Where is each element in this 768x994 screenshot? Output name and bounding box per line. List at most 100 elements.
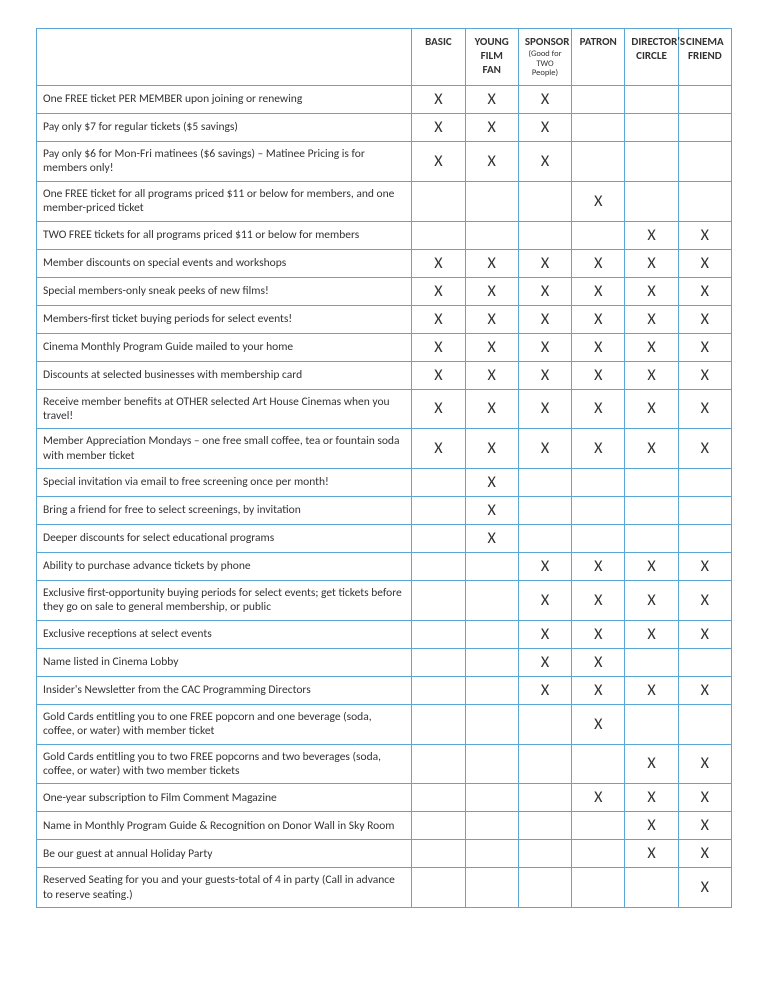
mark-cell: X [678,812,731,840]
mark-cell [625,525,678,553]
membership-benefits-table: BASIC YOUNG FILM FAN SPONSOR (Good for T… [36,28,732,908]
benefit-cell: One FREE ticket for all programs priced … [37,181,412,221]
table-row: Gold Cards entitling you to two FREE pop… [37,744,732,784]
mark-cell [412,181,465,221]
mark-cell: X [625,221,678,249]
mark-cell [625,704,678,744]
mark-cell [465,868,518,908]
benefit-cell: Receive member benefits at OTHER selecte… [37,389,412,429]
mark-cell: X [572,333,625,361]
tier-label: YOUNG FILM FAN [475,35,509,76]
mark-cell [465,648,518,676]
mark-cell: X [625,553,678,581]
mark-cell [518,221,571,249]
benefit-cell: Pay only $6 for Mon-Fri matinees ($6 sav… [37,142,412,182]
table-row: Pay only $7 for regular tickets ($5 savi… [37,114,732,142]
mark-cell [412,648,465,676]
mark-cell: X [625,277,678,305]
mark-cell: X [625,333,678,361]
mark-cell: X [625,389,678,429]
mark-cell: X [678,553,731,581]
mark-cell: X [518,648,571,676]
mark-cell [678,181,731,221]
mark-cell: X [572,620,625,648]
mark-cell: X [518,305,571,333]
benefit-cell: Cinema Monthly Program Guide mailed to y… [37,333,412,361]
mark-cell: X [412,86,465,114]
tier-label: BASIC [425,35,452,48]
table-row: Gold Cards entitling you to one FREE pop… [37,704,732,744]
mark-cell [572,497,625,525]
mark-cell: X [465,497,518,525]
mark-cell: X [625,361,678,389]
benefit-cell: Insider's Newsletter from the CAC Progra… [37,676,412,704]
mark-cell [572,525,625,553]
mark-cell [465,840,518,868]
mark-cell [572,142,625,182]
mark-cell: X [625,581,678,621]
mark-cell [465,704,518,744]
mark-cell [412,525,465,553]
mark-cell: X [518,277,571,305]
table-body: One FREE ticket PER MEMBER upon joining … [37,86,732,908]
mark-cell [625,469,678,497]
mark-cell: X [465,114,518,142]
mark-cell: X [625,744,678,784]
mark-cell [518,840,571,868]
mark-cell [572,812,625,840]
mark-cell: X [465,361,518,389]
benefit-cell: Deeper discounts for select educational … [37,525,412,553]
mark-cell: X [678,784,731,812]
mark-cell [412,469,465,497]
benefit-cell: TWO FREE tickets for all programs priced… [37,221,412,249]
mark-cell: X [678,277,731,305]
tier-label: CINEMA FRIEND [686,35,724,62]
header-tier: CINEMA FRIEND [678,29,731,86]
mark-cell: X [518,86,571,114]
mark-cell: X [678,868,731,908]
mark-cell [518,784,571,812]
header-tier: DIRECTOR'S CIRCLE [625,29,678,86]
mark-cell [465,553,518,581]
mark-cell [518,469,571,497]
mark-cell: X [678,620,731,648]
mark-cell: X [572,277,625,305]
mark-cell: X [572,704,625,744]
mark-cell [518,525,571,553]
tier-label: DIRECTOR'S CIRCLE [631,35,685,62]
header-benefit-blank [37,29,412,86]
mark-cell [412,221,465,249]
tier-subhead: (Good for TWO People) [525,50,565,79]
mark-cell: X [625,305,678,333]
mark-cell: X [572,361,625,389]
mark-cell: X [625,429,678,469]
table-row: Bring a friend for free to select screen… [37,497,732,525]
table-row: Cinema Monthly Program Guide mailed to y… [37,333,732,361]
table-row: Deeper discounts for select educational … [37,525,732,553]
benefit-cell: Be our guest at annual Holiday Party [37,840,412,868]
mark-cell [412,868,465,908]
mark-cell: X [625,840,678,868]
mark-cell [678,648,731,676]
table-row: Member discounts on special events and w… [37,249,732,277]
mark-cell: X [465,142,518,182]
mark-cell: X [678,840,731,868]
benefit-cell: Name listed in Cinema Lobby [37,648,412,676]
mark-cell [518,868,571,908]
mark-cell [625,142,678,182]
mark-cell: X [572,181,625,221]
mark-cell [572,114,625,142]
mark-cell: X [572,581,625,621]
mark-cell [678,114,731,142]
benefit-cell: Gold Cards entitling you to two FREE pop… [37,744,412,784]
mark-cell: X [678,305,731,333]
mark-cell: X [678,221,731,249]
mark-cell: X [625,620,678,648]
mark-cell: X [518,553,571,581]
mark-cell [518,497,571,525]
mark-cell [625,86,678,114]
table-row: Name listed in Cinema LobbyXX [37,648,732,676]
table-row: Members-first ticket buying periods for … [37,305,732,333]
benefit-cell: Special invitation via email to free scr… [37,469,412,497]
mark-cell: X [678,389,731,429]
